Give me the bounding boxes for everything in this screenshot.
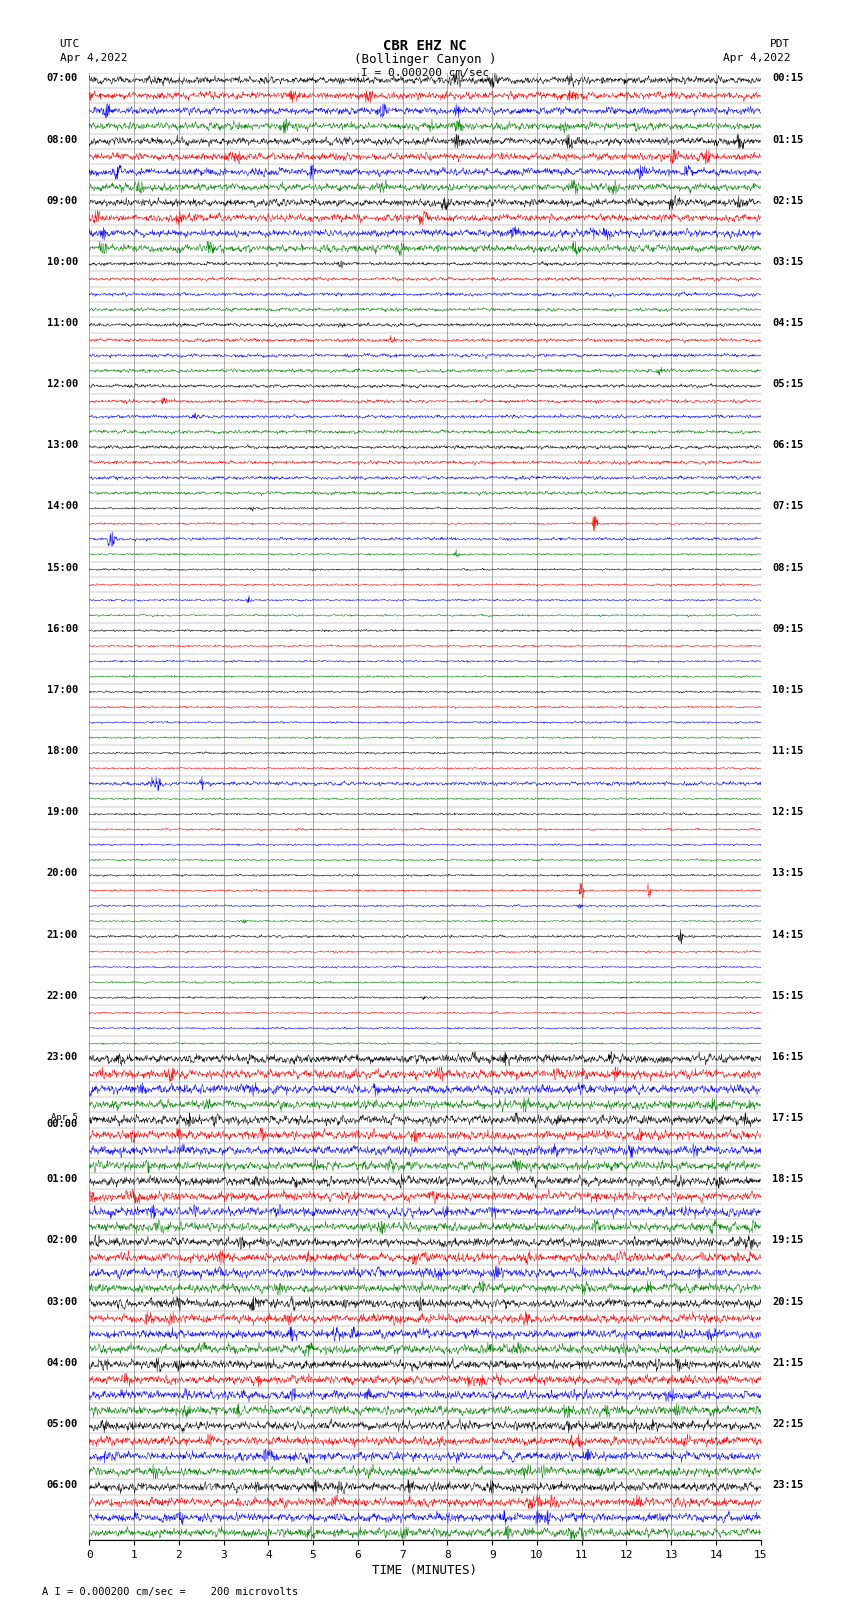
Text: 17:15: 17:15 — [772, 1113, 803, 1123]
Text: 23:15: 23:15 — [772, 1481, 803, 1490]
Text: 05:15: 05:15 — [772, 379, 803, 389]
Text: 03:00: 03:00 — [47, 1297, 78, 1307]
Text: 22:15: 22:15 — [772, 1419, 803, 1429]
Text: I = 0.000200 cm/sec: I = 0.000200 cm/sec — [361, 68, 489, 77]
Text: 02:15: 02:15 — [772, 195, 803, 206]
Text: 12:15: 12:15 — [772, 806, 803, 818]
Text: 06:15: 06:15 — [772, 440, 803, 450]
Text: 20:00: 20:00 — [47, 868, 78, 879]
Text: 08:00: 08:00 — [47, 134, 78, 145]
Text: 00:15: 00:15 — [772, 73, 803, 84]
Text: (Bollinger Canyon ): (Bollinger Canyon ) — [354, 53, 496, 66]
Text: 19:15: 19:15 — [772, 1236, 803, 1245]
Text: 05:00: 05:00 — [47, 1419, 78, 1429]
Text: Apr 4,2022: Apr 4,2022 — [60, 53, 127, 63]
Text: 13:00: 13:00 — [47, 440, 78, 450]
Text: 01:15: 01:15 — [772, 134, 803, 145]
Text: 21:15: 21:15 — [772, 1358, 803, 1368]
X-axis label: TIME (MINUTES): TIME (MINUTES) — [372, 1565, 478, 1578]
Text: 10:15: 10:15 — [772, 686, 803, 695]
Text: 04:00: 04:00 — [47, 1358, 78, 1368]
Text: 10:00: 10:00 — [47, 256, 78, 266]
Text: 08:15: 08:15 — [772, 563, 803, 573]
Text: PDT: PDT — [770, 39, 790, 48]
Text: UTC: UTC — [60, 39, 80, 48]
Text: 02:00: 02:00 — [47, 1236, 78, 1245]
Text: 07:00: 07:00 — [47, 73, 78, 84]
Text: 22:00: 22:00 — [47, 990, 78, 1000]
Text: 06:00: 06:00 — [47, 1481, 78, 1490]
Text: 18:00: 18:00 — [47, 747, 78, 756]
Text: 13:15: 13:15 — [772, 868, 803, 879]
Text: 00:00: 00:00 — [47, 1119, 78, 1129]
Text: 20:15: 20:15 — [772, 1297, 803, 1307]
Text: 23:00: 23:00 — [47, 1052, 78, 1061]
Text: 16:15: 16:15 — [772, 1052, 803, 1061]
Text: 21:00: 21:00 — [47, 929, 78, 940]
Text: 11:15: 11:15 — [772, 747, 803, 756]
Text: 16:00: 16:00 — [47, 624, 78, 634]
Text: 12:00: 12:00 — [47, 379, 78, 389]
Text: 15:15: 15:15 — [772, 990, 803, 1000]
Text: 17:00: 17:00 — [47, 686, 78, 695]
Text: Apr 4,2022: Apr 4,2022 — [723, 53, 791, 63]
Text: 07:15: 07:15 — [772, 502, 803, 511]
Text: 18:15: 18:15 — [772, 1174, 803, 1184]
Text: 11:00: 11:00 — [47, 318, 78, 327]
Text: Apr 5: Apr 5 — [51, 1113, 78, 1123]
Text: 09:15: 09:15 — [772, 624, 803, 634]
Text: A I = 0.000200 cm/sec =    200 microvolts: A I = 0.000200 cm/sec = 200 microvolts — [42, 1587, 298, 1597]
Text: 14:00: 14:00 — [47, 502, 78, 511]
Text: 09:00: 09:00 — [47, 195, 78, 206]
Text: 19:00: 19:00 — [47, 806, 78, 818]
Text: 14:15: 14:15 — [772, 929, 803, 940]
Text: 01:00: 01:00 — [47, 1174, 78, 1184]
Text: CBR EHZ NC: CBR EHZ NC — [383, 39, 467, 53]
Text: 03:15: 03:15 — [772, 256, 803, 266]
Text: 04:15: 04:15 — [772, 318, 803, 327]
Text: 15:00: 15:00 — [47, 563, 78, 573]
